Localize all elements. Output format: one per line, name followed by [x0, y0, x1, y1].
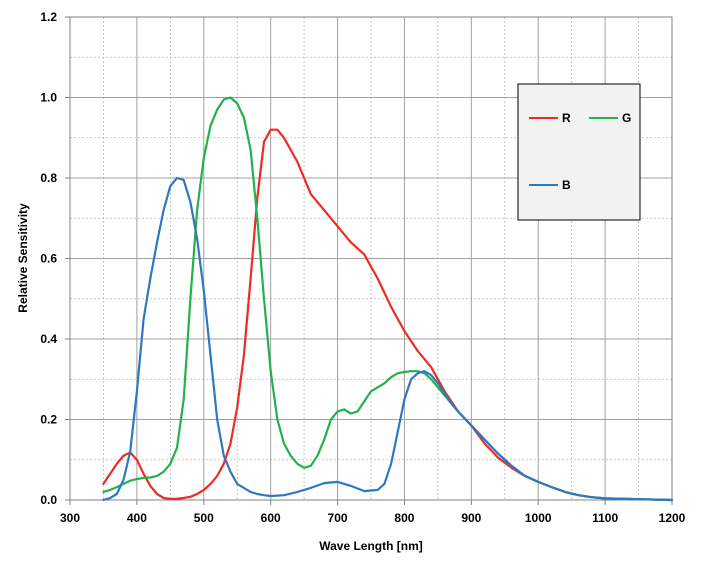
legend: R G B	[517, 83, 641, 221]
y-tick-label: 0.6	[40, 252, 57, 266]
series-layer	[102, 96, 674, 502]
x-tick-label: 500	[194, 511, 214, 525]
x-tick-label: 600	[261, 511, 281, 525]
x-tick-label: 800	[394, 511, 414, 525]
legend-label-r: R	[562, 111, 571, 125]
x-tick-label: 400	[127, 511, 147, 525]
legend-label-g: G	[622, 111, 631, 125]
series-line-r	[102, 128, 674, 502]
x-tick-label: 1200	[659, 511, 686, 525]
y-tick-label: 0.2	[40, 413, 57, 427]
x-axis-ticks: 300 400 500 600 700 800 900 1000 1100 1200	[60, 500, 686, 525]
x-tick-label: 1100	[592, 511, 618, 525]
x-tick-label: 1000	[525, 511, 552, 525]
y-tick-label: 1.0	[40, 91, 57, 105]
legend-label-b: B	[562, 178, 571, 192]
y-tick-label: 0.0	[40, 493, 57, 507]
series-line-b	[102, 176, 674, 502]
x-tick-label: 900	[461, 511, 481, 525]
legend-box	[517, 83, 641, 221]
y-tick-label: 1.2	[40, 10, 57, 24]
y-tick-label: 0.4	[40, 332, 57, 346]
x-tick-label: 300	[60, 511, 80, 525]
x-tick-label: 700	[328, 511, 348, 525]
y-tick-label: 0.8	[40, 171, 57, 185]
y-axis-ticks: 0.0 0.2 0.4 0.6 0.8 1.0 1.2	[40, 10, 70, 507]
x-axis-label: Wave Length [nm]	[319, 539, 423, 553]
y-axis-label: Relative Sensitivity	[16, 203, 30, 313]
